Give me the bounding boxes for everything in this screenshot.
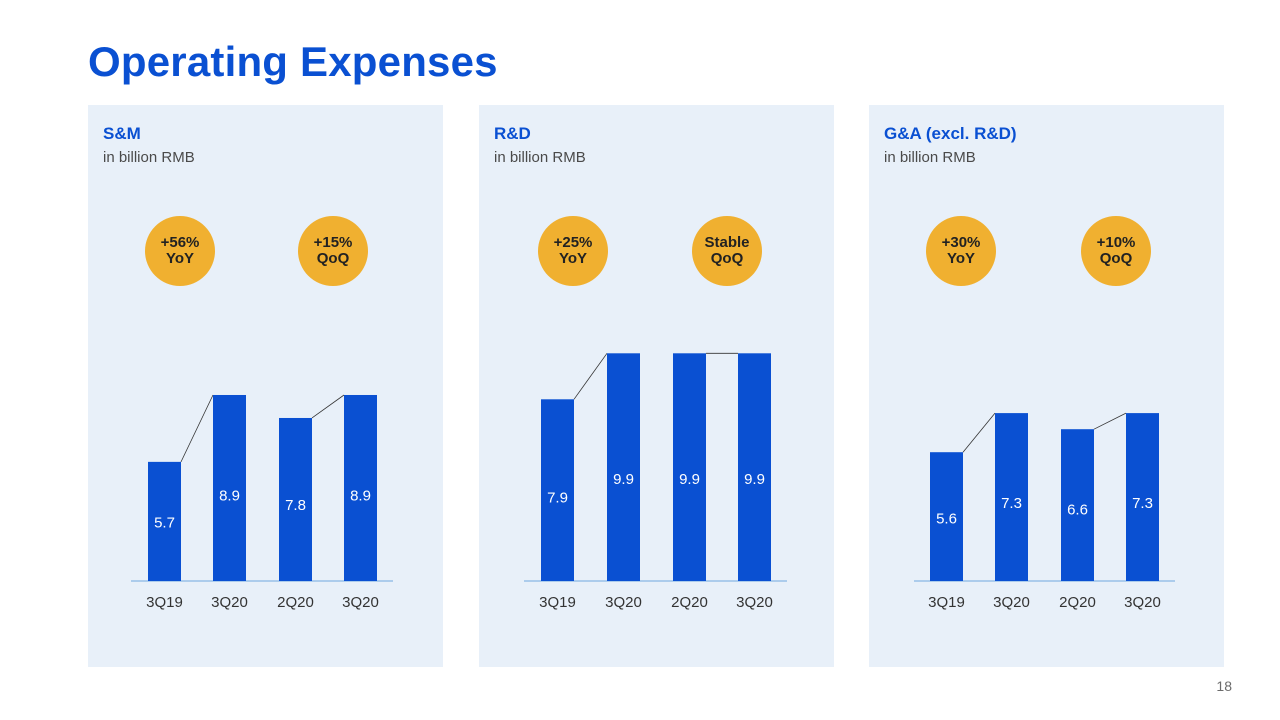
page-title: Operating Expenses [88,38,498,85]
bar-value-label: 8.9 [350,488,371,505]
bar-value-label: 6.6 [1067,501,1088,518]
badge-label: YoY [558,250,588,267]
yoy-badge: +56% YoY [145,216,215,286]
yoy-badge: +25% YoY [538,216,608,286]
badge-value: +56% [160,234,200,251]
page-number: 18 [1216,678,1232,694]
x-tick-label: 3Q20 [342,594,379,611]
bar-value-label: 9.9 [679,471,700,488]
bar-value-label: 9.9 [613,471,634,488]
bar [541,399,574,581]
bar [1061,429,1094,581]
connector-line [1093,412,1127,430]
bar-value-label: 7.9 [547,489,568,506]
bar [607,353,640,581]
x-tick-label: 3Q19 [146,594,183,611]
bar-value-label: 5.7 [154,514,175,531]
badge-value: +10% [1096,234,1136,251]
x-tick-label: 2Q20 [1059,594,1096,611]
panel-title: S&M [103,124,141,143]
x-tick-label: 3Q20 [211,594,248,611]
x-tick-label: 3Q19 [539,594,576,611]
qoq-badge: Stable QoQ [692,216,762,286]
bar [673,353,706,581]
connector-line [573,353,608,400]
bar [213,394,246,581]
bar [279,417,312,581]
ga-bar-chart: 5.6 3Q19 7.3 3Q20 6.6 2Q20 7.3 3Q20 [914,412,1175,611]
x-tick-label: 3Q19 [928,594,965,611]
yoy-badge: +30% YoY [926,216,996,286]
panel-title: R&D [494,124,531,143]
panel-ga: G&A (excl. R&D) in billion RMB +30% YoY … [869,105,1224,667]
bar-value-label: 7.8 [285,497,306,514]
x-tick-label: 2Q20 [671,594,708,611]
bar [738,353,771,581]
panel-subtitle: in billion RMB [884,149,976,166]
bar [1126,413,1159,581]
connector-line [180,394,214,463]
bar [344,394,377,581]
badge-label: QoQ [316,250,350,267]
x-tick-label: 3Q20 [1124,594,1161,611]
x-tick-label: 3Q20 [736,594,773,611]
bar-value-label: 9.9 [744,471,765,488]
panel-subtitle: in billion RMB [103,149,195,166]
badge-label: YoY [946,250,976,267]
badge-value: +15% [313,234,353,251]
bar [930,452,963,581]
badge-value: +30% [941,234,981,251]
sm-bar-chart: 5.7 3Q19 8.9 3Q20 7.8 2Q20 8.9 3Q20 [131,394,393,611]
x-tick-label: 2Q20 [277,594,314,611]
connector-line [962,412,996,453]
panel-subtitle: in billion RMB [494,149,586,166]
panel-title: G&A (excl. R&D) [884,124,1017,143]
bar-value-label: 8.9 [219,488,240,505]
bar-value-label: 7.3 [1132,495,1153,512]
rd-bar-chart: 7.9 3Q19 9.9 3Q20 9.9 2Q20 9.9 3Q20 [524,352,787,611]
bar-value-label: 7.3 [1001,495,1022,512]
panel-sm: S&M in billion RMB +56% YoY +15% QoQ 5.7… [88,105,443,667]
badge-value: Stable [704,234,750,251]
x-tick-label: 3Q20 [605,594,642,611]
badge-label: QoQ [1099,250,1133,267]
badge-label: YoY [165,250,195,267]
bar [995,413,1028,581]
x-tick-label: 3Q20 [993,594,1030,611]
panel-rd: R&D in billion RMB +25% YoY Stable QoQ 7… [479,105,834,667]
badge-label: QoQ [710,250,744,267]
bar [148,461,181,581]
qoq-badge: +10% QoQ [1081,216,1151,286]
qoq-badge: +15% QoQ [298,216,368,286]
badge-value: +25% [553,234,593,251]
connector-line [311,394,345,419]
bar-value-label: 5.6 [936,510,957,527]
